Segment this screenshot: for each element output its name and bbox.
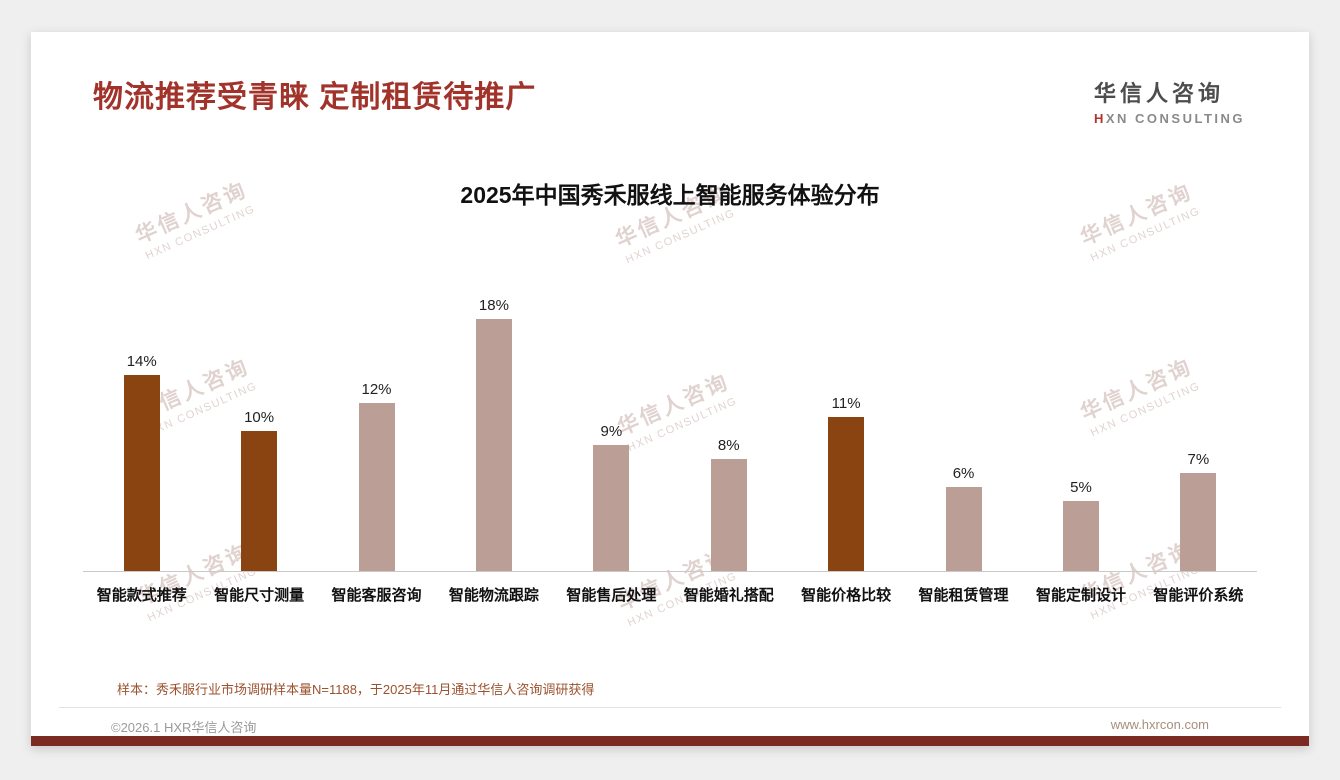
footer-copyright: ©2026.1 HXR华信人咨询 (111, 720, 257, 735)
bar-value-label: 11% (831, 395, 861, 412)
bar-category-label: 智能客服咨询 (331, 587, 422, 604)
logo-english-rest: XN CONSULTING (1105, 111, 1245, 126)
watermark-line2: HXN CONSULTING (623, 207, 738, 267)
logo-chinese-name: 华信人咨询 (1093, 81, 1224, 106)
bar-value-label: 8% (717, 437, 740, 454)
sample-note: 样本：秀禾服行业市场调研样本量N=1188，于2025年11月通过华信人咨询调研… (117, 682, 595, 697)
bar-chart-plot-area: 14% 10% 12% 18% 9% 8% 11% 6% 5% 7% (83, 280, 1257, 572)
bar-column: 7% (1140, 451, 1257, 571)
bar (710, 459, 747, 571)
bar-value-label: 6% (952, 465, 975, 482)
slide-card: 华信人咨询 HXN CONSULTING 华信人咨询 HXN CONSULTING 华信… (31, 32, 1309, 746)
bar-value-label: 7% (1187, 451, 1210, 468)
bar-category-label: 智能租赁管理 (918, 587, 1009, 604)
footer-website-url: www.hxrcon.com (1110, 717, 1209, 732)
bar-column: 9% (553, 423, 670, 571)
bar (593, 445, 630, 571)
bar-value-label: 18% (478, 297, 509, 314)
bar-value-label: 12% (361, 381, 392, 398)
bar-category-label: 智能物流跟踪 (448, 587, 539, 604)
bar (1180, 473, 1217, 571)
bar-value-label: 5% (1070, 479, 1092, 496)
logo-english-name: HXN CONSULTING (1094, 111, 1245, 126)
bar-column: 5% (1022, 479, 1139, 571)
bar-value-label: 9% (600, 423, 623, 440)
bar (828, 417, 865, 571)
bar-category-label: 智能尺寸测量 (214, 587, 305, 604)
bar-column: 10% (200, 409, 317, 571)
header: 物流推荐受青睐 定制租赁待推广 (31, 32, 1309, 116)
bar-category-label: 智能定制设计 (1035, 587, 1126, 604)
bar-category-label: 智能评价系统 (1153, 587, 1244, 604)
bar-column: 14% (83, 353, 200, 571)
bar-column: 18% (435, 297, 552, 571)
watermark-line2: HXN CONSULTING (1088, 205, 1203, 265)
bar (945, 487, 982, 571)
bar-column: 8% (670, 437, 787, 571)
bar-category-label: 智能售后处理 (566, 587, 657, 604)
bar (123, 375, 160, 571)
bar-column: 6% (905, 465, 1022, 571)
footer: ©2026.1 HXR华信人咨询 www.hxrcon.com (59, 707, 1281, 736)
bar (358, 403, 395, 571)
bar-chart-category-axis: 智能款式推荐 智能尺寸测量 智能客服咨询 智能物流跟踪 智能售后处理 智能婚礼搭配 智能价格… (83, 572, 1257, 605)
bar-value-label: 10% (244, 409, 275, 426)
bar-value-label: 14% (126, 353, 157, 370)
chart-title: 2025年中国秀禾服线上智能服务体验分布 (460, 182, 880, 208)
bar-category-label: 智能婚礼搭配 (683, 587, 774, 604)
bar-column: 12% (318, 381, 435, 571)
watermark-line2: HXN CONSULTING (143, 203, 258, 263)
bar-category-label: 智能款式推荐 (96, 587, 187, 604)
bar-category-label: 智能价格比较 (801, 587, 892, 604)
logo: 华信人咨询 HXN CONSULTING (1094, 76, 1245, 126)
bar (475, 319, 512, 571)
bottom-accent-bar (31, 736, 1309, 746)
bar (241, 431, 278, 571)
page-title: 物流推荐受青睐 定制租赁待推广 (93, 81, 537, 114)
logo-english-initial: H (1093, 111, 1106, 126)
bar (1062, 501, 1099, 571)
bar-column: 11% (787, 395, 904, 571)
